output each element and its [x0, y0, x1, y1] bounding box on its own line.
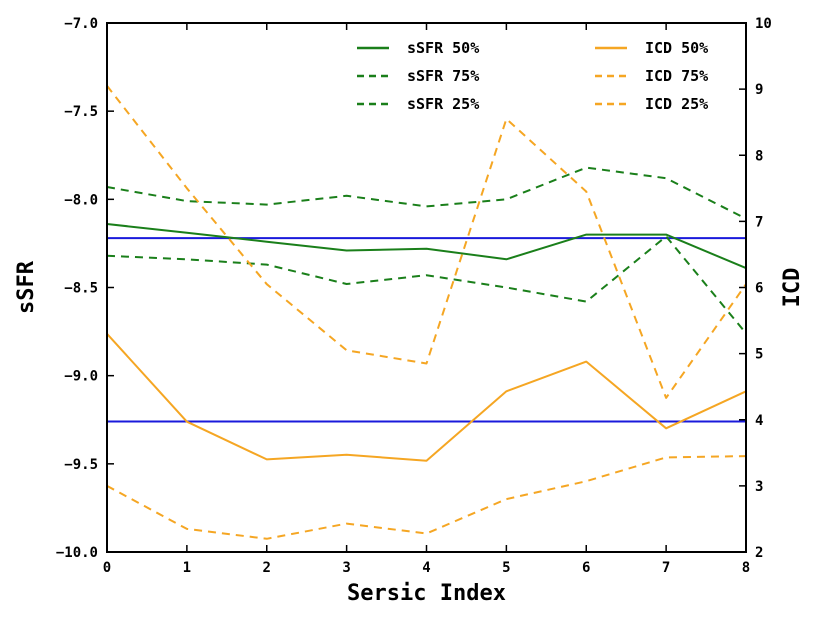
- right-tick-label: 4: [755, 413, 763, 429]
- legend: sSFR 50% sSFR 75% sSFR 25% ICD 50% ICD 75% IC…: [357, 39, 708, 113]
- legend-label: ICD 50%: [645, 39, 708, 57]
- x-tick-label: 0: [103, 560, 111, 576]
- reference-lines: [107, 237, 746, 423]
- left-tick-label: −8.5: [64, 281, 98, 297]
- right-tick-label: 10: [755, 16, 772, 32]
- x-tick-label: 6: [582, 560, 590, 576]
- x-tick-label: 7: [662, 560, 670, 576]
- x-tick-label: 4: [422, 560, 430, 576]
- series-line-icd-75: [106, 85, 747, 399]
- legend-label: sSFR 75%: [407, 67, 479, 85]
- series-line-ssfr-50: [106, 223, 747, 270]
- series-lines: [106, 85, 747, 540]
- right-tick-label: 6: [755, 281, 763, 297]
- x-tick-label: 2: [263, 560, 271, 576]
- legend-label: sSFR 25%: [407, 95, 479, 113]
- right-tick-label: 7: [755, 214, 763, 230]
- x-tick-label: 3: [342, 560, 350, 576]
- legend-label: sSFR 50%: [407, 39, 479, 57]
- left-tick-label: −8.0: [64, 192, 98, 208]
- right-tick-label: 8: [755, 148, 763, 164]
- legend-label: ICD 25%: [645, 95, 708, 113]
- right-tick-label: 9: [755, 82, 763, 98]
- left-tick-label: −7.5: [64, 104, 98, 120]
- right-tick-label: 2: [755, 545, 763, 561]
- legend-label: ICD 75%: [645, 67, 708, 85]
- series-line-icd-50: [106, 333, 747, 462]
- x-axis-title: Sersic Index: [347, 581, 506, 606]
- series-line-icd-25: [106, 455, 747, 540]
- left-tick-label: −7.0: [64, 16, 98, 32]
- right-tick-label: 3: [755, 479, 763, 495]
- x-tick-label: 1: [183, 560, 191, 576]
- series-line-ssfr-75: [106, 166, 747, 220]
- left-tick-label: −10.0: [56, 545, 98, 561]
- left-axis-title: sSFR: [14, 260, 39, 314]
- series-line-ssfr-25: [106, 235, 747, 334]
- right-tick-label: 5: [755, 347, 763, 363]
- right-axis-title: ICD: [780, 268, 805, 308]
- axis-ticks: 0 1 2 3 4 5 6 7 8 −10.0 −9.5 −9.0 −8.5 −8.0 −7.5 −7.0 2 3…: [56, 16, 772, 576]
- x-tick-label: 5: [502, 560, 510, 576]
- left-tick-label: −9.0: [64, 369, 98, 385]
- left-tick-label: −9.5: [64, 457, 98, 473]
- x-tick-label: 8: [742, 560, 750, 576]
